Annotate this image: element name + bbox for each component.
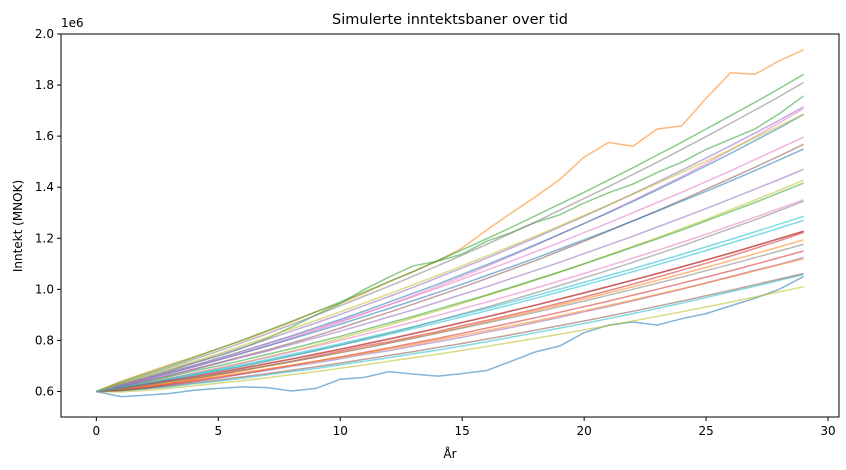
series-line <box>96 272 804 393</box>
x-axis-ticks: 0 5 10 15 20 25 30 <box>93 417 836 438</box>
chart-title: Simulerte inntektsbaner over tid <box>332 12 568 28</box>
x-tick-label: 25 <box>698 424 713 438</box>
series-line <box>96 182 804 393</box>
series-lines <box>96 49 805 398</box>
x-tick-label: 10 <box>333 424 348 438</box>
x-tick-label: 5 <box>214 424 222 438</box>
x-tick-label: 15 <box>455 424 470 438</box>
y-tick-label: 1.8 <box>35 78 54 92</box>
y-axis-ticks: 0.6 0.8 1.0 1.2 1.4 1.6 1.8 2.0 <box>35 27 61 398</box>
series-line <box>96 273 804 393</box>
y-tick-label: 1.2 <box>35 231 54 245</box>
y-tick-label: 1.4 <box>35 180 54 194</box>
series-line <box>96 198 804 393</box>
y-tick-label: 1.6 <box>35 129 54 143</box>
series-line <box>96 286 804 393</box>
plot-area-frame <box>60 33 840 418</box>
y-axis-label: Inntekt (MNOK) <box>11 180 25 272</box>
y-axis-offset-text: 1e6 <box>61 16 84 30</box>
series-line <box>96 113 804 393</box>
series-line <box>96 148 804 393</box>
y-tick-label: 1.0 <box>35 282 54 296</box>
series-line <box>96 215 804 393</box>
y-tick-label: 0.8 <box>35 333 54 347</box>
y-tick-label: 2.0 <box>35 27 54 41</box>
x-tick-label: 30 <box>820 424 835 438</box>
series-line <box>96 73 804 393</box>
series-line <box>96 257 804 393</box>
x-tick-label: 0 <box>93 424 101 438</box>
series-line <box>96 81 804 393</box>
y-tick-label: 0.6 <box>35 384 54 398</box>
series-line <box>96 250 804 393</box>
series-line <box>96 136 804 393</box>
x-tick-label: 20 <box>576 424 591 438</box>
series-line <box>96 230 804 393</box>
series-line <box>96 219 804 393</box>
series-line <box>96 243 804 393</box>
series-line <box>96 106 804 393</box>
series-line <box>96 168 804 393</box>
series-line <box>96 275 804 398</box>
x-axis-label: År <box>443 446 456 461</box>
series-line <box>96 95 805 393</box>
